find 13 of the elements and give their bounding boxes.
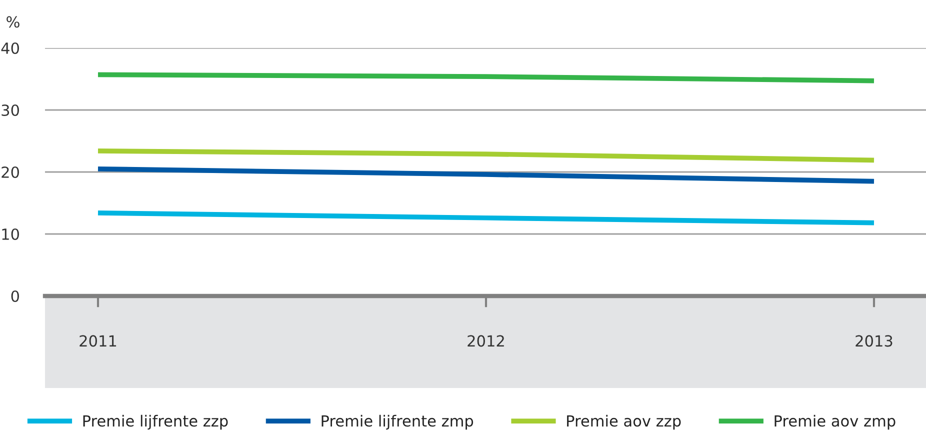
legend-label: Premie aov zmp <box>774 414 896 430</box>
y-axis-title: % <box>6 16 20 28</box>
legend-label: Premie lijfrente zmp <box>322 414 474 430</box>
y-tick-label: 20 <box>2 166 19 178</box>
y-tick-label: 30 <box>2 104 19 116</box>
y-tick-label: 40 <box>1 42 19 54</box>
x-tick-label: 2011 <box>80 335 116 347</box>
y-tick-label: 10 <box>2 228 19 240</box>
x-tick-label: 2012 <box>468 335 504 347</box>
y-tick-label: 0 <box>11 290 19 302</box>
legend-label: Premie aov zzp <box>567 414 681 430</box>
legend-label: Premie lijfrente zzp <box>83 414 228 430</box>
x-tick-label: 2013 <box>856 335 892 347</box>
